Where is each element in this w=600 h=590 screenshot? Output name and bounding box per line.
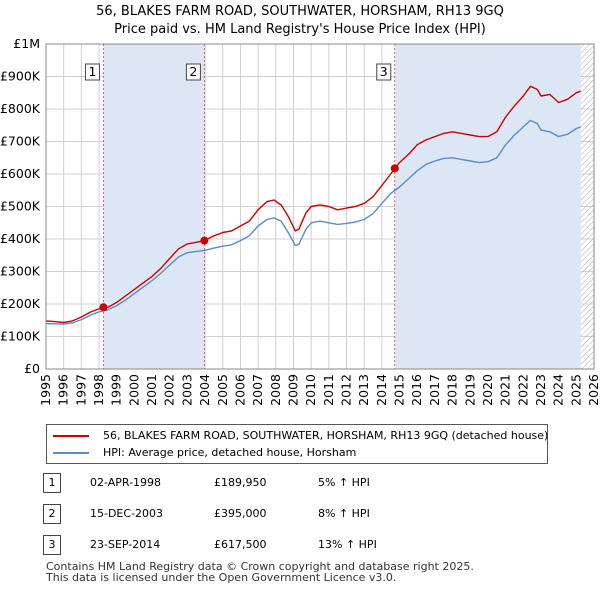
- title-line-2: Price paid vs. HM Land Registry's House …: [114, 22, 486, 37]
- y-tick-label: £200K: [0, 296, 41, 311]
- transaction-date: 02-APR-1998: [90, 476, 162, 489]
- legend-item-price: 56, BLAKES FARM ROAD, SOUTHWATER, HORSHA…: [53, 428, 548, 444]
- x-tick-label: 2026: [586, 374, 600, 406]
- x-tick-label: 2005: [215, 374, 230, 406]
- transaction-label-box: 2: [185, 63, 201, 81]
- x-tick-label: 2019: [462, 374, 477, 406]
- x-tick-label: 2010: [303, 374, 318, 406]
- x-tick-label: 2017: [427, 374, 442, 406]
- price-series-line: [45, 85, 581, 324]
- footer-line-1: Contains HM Land Registry data © Crown c…: [46, 560, 474, 573]
- x-tick-label: 2012: [339, 374, 354, 406]
- transaction-price: £617,500: [214, 538, 267, 551]
- y-tick-label: £800K: [0, 101, 41, 116]
- x-tick-label: 2021: [498, 374, 513, 406]
- y-tick-label: £600K: [0, 166, 41, 181]
- y-tick-label: £300K: [0, 264, 41, 279]
- x-tick-label: 1998: [91, 374, 106, 406]
- transaction-label-number: 2: [189, 64, 197, 79]
- x-tick-label: 2000: [126, 374, 141, 406]
- x-tick-label: 2023: [533, 374, 548, 406]
- x-tick-label: 1996: [56, 374, 71, 406]
- x-tick-label: 2007: [250, 374, 265, 406]
- x-tick-label: 2006: [232, 374, 247, 406]
- transaction-hpi: 13% ↑ HPI: [318, 538, 377, 551]
- transaction-label-frame: [376, 63, 392, 81]
- footer: Contains HM Land Registry data © Crown c…: [46, 561, 474, 583]
- transaction-number: 1: [43, 473, 61, 493]
- x-tick-label: 2024: [551, 374, 566, 406]
- x-tick-label: 2002: [162, 374, 177, 406]
- y-tick-label: £1M: [13, 36, 40, 51]
- transaction-label-number: 1: [88, 64, 96, 79]
- transaction-hpi: 8% ↑ HPI: [318, 507, 370, 520]
- transaction-number: 3: [43, 535, 61, 555]
- x-tick-label: 2011: [321, 374, 336, 406]
- y-tick-label: £400K: [0, 231, 41, 246]
- transaction-label-box: 1: [84, 63, 100, 81]
- x-tick-label: 2018: [445, 374, 460, 406]
- y-tick-label: £500K: [0, 199, 41, 214]
- future-hatch: [580, 44, 594, 369]
- x-tick-label: 2022: [515, 374, 530, 406]
- series-lines: [45, 85, 581, 325]
- plot-frame: [45, 43, 595, 370]
- transaction-price: £189,950: [214, 476, 267, 489]
- transaction-date: 23-SEP-2014: [90, 538, 161, 551]
- x-tick-label: 2004: [197, 374, 212, 406]
- legend-swatch-hpi: [53, 452, 89, 454]
- transaction-marker: [99, 303, 108, 312]
- shade-region: [394, 44, 581, 369]
- x-tick-label: 2008: [268, 374, 283, 406]
- x-tick-label: 2013: [356, 374, 371, 406]
- transaction-date: 15-DEC-2003: [90, 507, 164, 520]
- transaction-marker: [200, 236, 209, 245]
- transaction-label-number: 3: [380, 64, 388, 79]
- legend: 56, BLAKES FARM ROAD, SOUTHWATER, HORSHA…: [46, 424, 548, 464]
- shade-region: [103, 44, 205, 369]
- transaction-price: £395,000: [214, 507, 267, 520]
- x-tick-label: 2025: [568, 374, 583, 406]
- chart-title: 56, BLAKES FARM ROAD, SOUTHWATER, HORSHA…: [0, 3, 600, 39]
- x-tick-label: 2001: [144, 374, 159, 406]
- y-tick-label: £0: [24, 361, 40, 376]
- x-tick-label: 2016: [409, 374, 424, 406]
- price-chart: 1 2 3 £0 £100K £200K £300K £400K £500K £600K £700…: [0, 36, 600, 406]
- x-tick-label: 2009: [285, 374, 300, 406]
- x-tick-label: 2014: [374, 374, 389, 406]
- legend-item-hpi: HPI: Average price, detached house, Hors…: [53, 445, 356, 461]
- footer-line-2: This data is licensed under the Open Gov…: [46, 571, 397, 584]
- x-tick-label: 1999: [109, 374, 124, 406]
- transaction-markers: 1 2 3: [84, 63, 399, 312]
- legend-swatch-price: [53, 435, 89, 437]
- x-tick-label: 1997: [73, 374, 88, 406]
- x-tick-label: 2015: [392, 374, 407, 406]
- transaction-label-box: 3: [376, 63, 392, 81]
- transaction-label-frame: [84, 63, 100, 81]
- legend-label-hpi: HPI: Average price, detached house, Hors…: [103, 446, 357, 459]
- transaction-hpi: 5% ↑ HPI: [318, 476, 370, 489]
- x-tick-label: 2020: [480, 374, 495, 406]
- hpi-series-line: [45, 119, 581, 325]
- transaction-number: 2: [43, 504, 61, 524]
- transaction-label-frame: [185, 63, 201, 81]
- shaded-regions: [103, 44, 594, 369]
- x-tick-label: 1995: [38, 374, 53, 406]
- title-line-1: 56, BLAKES FARM ROAD, SOUTHWATER, HORSHA…: [96, 4, 504, 19]
- transaction-marker: [390, 164, 399, 173]
- x-tick-label: 2003: [179, 374, 194, 406]
- legend-label-price: 56, BLAKES FARM ROAD, SOUTHWATER, HORSHA…: [103, 429, 549, 442]
- y-tick-label: £900K: [0, 69, 41, 84]
- y-tick-label: £100K: [0, 329, 41, 344]
- y-tick-label: £700K: [0, 134, 41, 149]
- axis-ticks: £0 £100K £200K £300K £400K £500K £600K £700K £80…: [0, 36, 600, 406]
